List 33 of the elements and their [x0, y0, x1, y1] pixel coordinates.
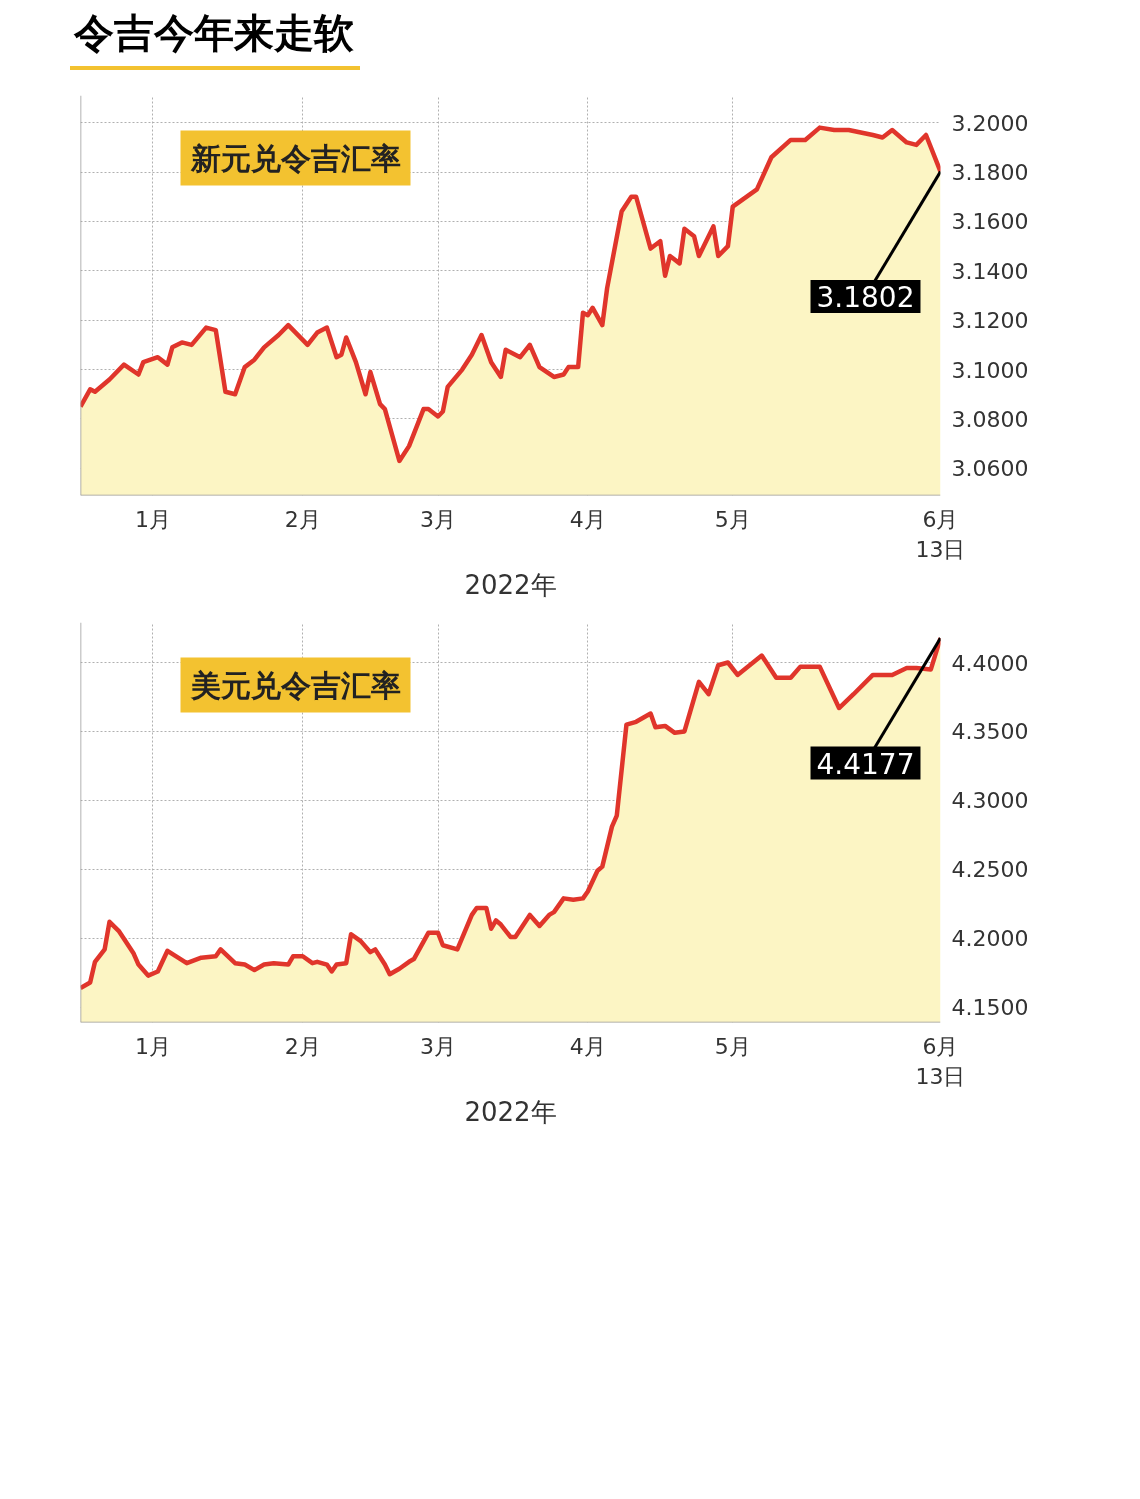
y-tick-label: 3.0800: [951, 407, 1029, 433]
y-tick-label: 4.3000: [951, 788, 1029, 814]
y-tick-label: 3.1800: [951, 160, 1029, 186]
y-tick-label: 4.3500: [951, 719, 1029, 745]
x-tick-label: 3月: [420, 1033, 457, 1059]
x-tick-label: 2月: [284, 1033, 321, 1059]
y-tick-label: 3.1200: [951, 308, 1029, 334]
x-tick-label: 2月: [284, 506, 321, 532]
y-tick-label: 4.1500: [951, 995, 1029, 1021]
x-tick-label: 3月: [420, 506, 457, 532]
x-tick-label: 5月: [714, 1033, 751, 1059]
y-tick-label: 4.2500: [951, 857, 1029, 883]
y-tick-label: 3.1000: [951, 357, 1029, 383]
x-tick-label: 6月 13日: [915, 1033, 966, 1089]
x-tick-label: 4月: [569, 1033, 606, 1059]
x-tick-label: 1月: [134, 506, 171, 532]
x-axis-title: 2022年: [464, 1096, 557, 1127]
x-tick-label: 4月: [569, 506, 606, 532]
chart-title: 令吉今年来走软: [70, 5, 360, 71]
annotation: 4.4177: [816, 747, 915, 781]
x-tick-label: 1月: [134, 1033, 171, 1059]
y-tick-label: 4.2000: [951, 926, 1029, 952]
y-tick-label: 3.1600: [951, 209, 1029, 235]
text: 新元兑令吉汇率: [189, 140, 401, 176]
y-tick-label: 4.4000: [951, 650, 1029, 676]
y-tick-label: 3.1400: [951, 258, 1029, 284]
y-tick-label: 3.0600: [951, 456, 1029, 482]
text: 美元兑令吉汇率: [189, 667, 401, 703]
x-tick-label: 5月: [714, 506, 751, 532]
annotation: 3.1802: [816, 281, 915, 315]
x-tick-label: 6月 13日: [915, 506, 966, 562]
y-tick-label: 3.2000: [951, 110, 1029, 136]
x-axis-title: 2022年: [464, 569, 557, 600]
